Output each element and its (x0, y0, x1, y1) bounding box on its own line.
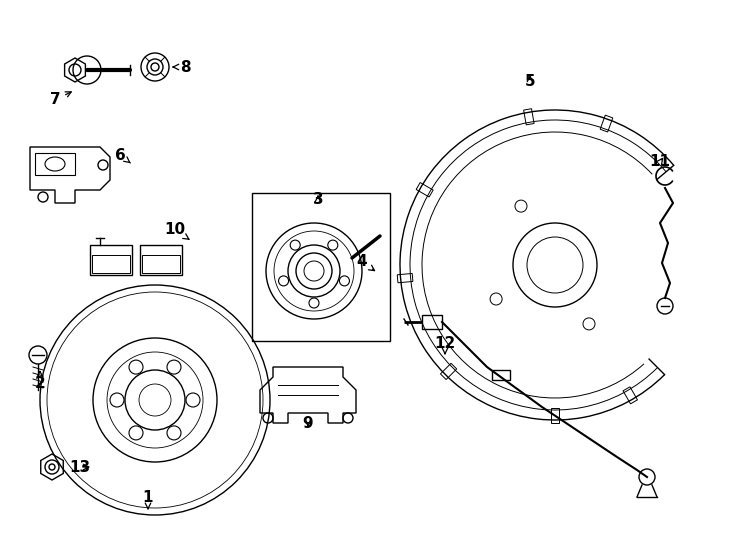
Bar (422, 315, 442, 329)
Text: 11: 11 (650, 154, 670, 170)
Text: 1: 1 (142, 490, 153, 509)
Bar (35, 153, 75, 175)
Text: 5: 5 (525, 75, 535, 90)
Text: 12: 12 (435, 335, 456, 354)
Text: 6: 6 (115, 147, 131, 163)
Bar (252, 193, 390, 341)
Text: 3: 3 (313, 192, 323, 207)
Bar (142, 255, 180, 273)
Text: 4: 4 (357, 254, 374, 271)
Text: 7: 7 (50, 92, 71, 107)
Text: 9: 9 (302, 415, 313, 430)
Text: 8: 8 (173, 59, 190, 75)
Text: 13: 13 (70, 460, 90, 475)
Text: 10: 10 (164, 222, 189, 239)
Bar (92, 255, 130, 273)
Text: 2: 2 (34, 372, 46, 390)
Bar (492, 370, 510, 380)
